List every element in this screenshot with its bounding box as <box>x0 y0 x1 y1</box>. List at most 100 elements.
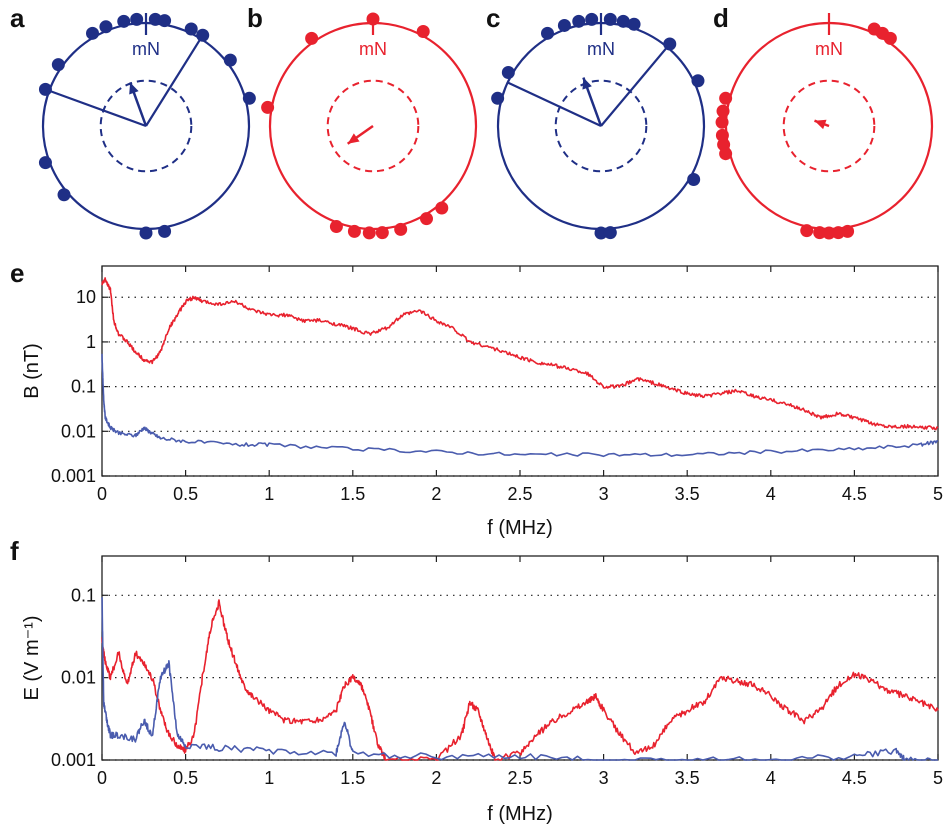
heading-dot-4 <box>572 14 586 28</box>
heading-dot-10 <box>831 226 845 240</box>
north-label: mN <box>815 39 843 59</box>
mean-vector-arrowhead <box>582 77 592 90</box>
x-tick-label-1: 0.5 <box>173 484 198 504</box>
x-tick-label-0: 0 <box>97 484 107 504</box>
heading-dot-5 <box>715 115 729 129</box>
x-tick-label-4: 2 <box>431 484 441 504</box>
mean-vector-arrowhead <box>814 119 827 130</box>
heading-dot-4 <box>117 14 131 28</box>
y-tick-label-0: 0.001 <box>51 466 96 486</box>
heading-dot-15 <box>139 226 153 240</box>
sector-edge-1 <box>145 38 202 127</box>
heading-dot-1 <box>51 58 65 72</box>
x-tick-label-7: 3.5 <box>675 484 700 504</box>
x-tick-label-2: 1 <box>264 768 274 788</box>
panel-letter-d: d <box>713 3 729 33</box>
y-tick-label-3: 1 <box>86 332 96 352</box>
heading-dot-4 <box>716 104 730 118</box>
heading-dot-11 <box>822 226 836 240</box>
heading-dot-0 <box>38 82 52 96</box>
significance-circle <box>99 79 193 173</box>
x-tick-label-9: 4.5 <box>842 768 867 788</box>
heading-dot-5 <box>130 12 144 26</box>
heading-dot-14 <box>158 224 172 238</box>
heading-dot-9 <box>420 212 433 226</box>
heading-dot-11 <box>687 173 701 186</box>
x-tick-label-5: 2.5 <box>507 768 532 788</box>
line-plot-f: f 0 0.5 1 1.5 2 2.5 3 3.5 4 4.5 5 0.001 0.01 0.1 f (MHz… <box>10 536 943 825</box>
series-line-red <box>101 277 939 431</box>
x-tick-label-9: 4.5 <box>842 484 867 504</box>
y-tick-label-0: 0.001 <box>51 750 96 770</box>
x-tick-label-5: 2.5 <box>507 484 532 504</box>
x-tick-label-0: 0 <box>97 768 107 788</box>
y-tick-label-2: 0.1 <box>71 585 96 605</box>
x-tick-label-8: 4 <box>766 768 776 788</box>
heading-dot-13 <box>603 226 617 240</box>
heading-dot-13 <box>57 188 71 202</box>
y-axis-label: B (nT) <box>21 343 43 399</box>
heading-dot-0 <box>491 91 505 105</box>
heading-dot-8 <box>719 147 733 161</box>
y-tick-label-1: 0.01 <box>61 668 96 688</box>
panel-letter-e: e <box>10 258 24 288</box>
plot-frame <box>101 555 939 761</box>
north-label: mN <box>359 39 387 59</box>
x-tick-label-6: 3 <box>599 484 609 504</box>
circular-plot-c: c mN <box>486 3 706 240</box>
line-plot-e: e 0 0.5 1 1.5 2 2.5 3 3.5 4 4.5 5 0.001 0.01 0.1 1 10 f (… <box>10 258 943 539</box>
mean-vector-arrowhead <box>129 82 139 95</box>
heading-dot-12 <box>813 226 827 240</box>
heading-dot-1 <box>305 31 319 45</box>
significance-circle <box>782 79 876 173</box>
y-tick-label-1: 0.01 <box>61 421 96 441</box>
x-tick-label-3: 1.5 <box>340 768 365 788</box>
x-tick-label-7: 3.5 <box>675 768 700 788</box>
y-tick-label-2: 0.1 <box>71 377 96 397</box>
mean-vector-arrowhead <box>347 133 360 144</box>
sector-edge-1 <box>600 46 669 127</box>
series-line-red <box>101 599 939 761</box>
heading-dot-0 <box>261 100 275 114</box>
significance-circle <box>554 79 648 173</box>
series-line-trace_blue <box>101 597 938 761</box>
x-tick-label-2: 1 <box>264 484 274 504</box>
plot-frame <box>101 265 939 477</box>
y-tick-label-4: 10 <box>76 287 96 307</box>
panel-letter-c: c <box>486 3 500 33</box>
heading-dot-7 <box>394 222 408 236</box>
x-axis-label: f (MHz) <box>487 803 553 825</box>
circular-plot-b: b mN <box>247 3 478 240</box>
heading-dot-2 <box>541 26 554 40</box>
heading-dot-4 <box>329 220 343 234</box>
heading-dot-3 <box>557 18 571 32</box>
heading-dot-7 <box>158 14 172 28</box>
circular-plot-d: d mN <box>713 3 934 240</box>
heading-dot-10 <box>691 74 705 88</box>
x-tick-label-3: 1.5 <box>340 484 365 504</box>
heading-dot-3 <box>416 25 430 39</box>
heading-dot-7 <box>616 14 630 28</box>
x-tick-label-4: 2 <box>431 768 441 788</box>
x-tick-label-10: 5 <box>933 768 943 788</box>
heading-dot-8 <box>627 17 641 31</box>
heading-dot-3 <box>719 91 733 105</box>
heading-dot-11 <box>242 91 256 105</box>
heading-dot-6 <box>362 226 376 240</box>
y-axis-label: E (V m⁻¹) <box>21 616 43 701</box>
heading-dot-12 <box>594 226 608 240</box>
heading-dot-9 <box>196 28 210 42</box>
heading-dot-6 <box>603 12 617 26</box>
heading-dot-5 <box>585 12 599 26</box>
heading-dot-8 <box>375 226 389 240</box>
heading-dot-8 <box>184 22 198 36</box>
north-label: mN <box>587 39 615 59</box>
sector-edge-0 <box>48 89 147 128</box>
heading-dot-3 <box>99 20 113 34</box>
heading-dot-2 <box>883 31 897 45</box>
heading-dot-2 <box>366 12 380 26</box>
heading-dot-13 <box>800 224 814 238</box>
north-label: mN <box>132 39 160 59</box>
panel-letter-b: b <box>247 3 263 33</box>
